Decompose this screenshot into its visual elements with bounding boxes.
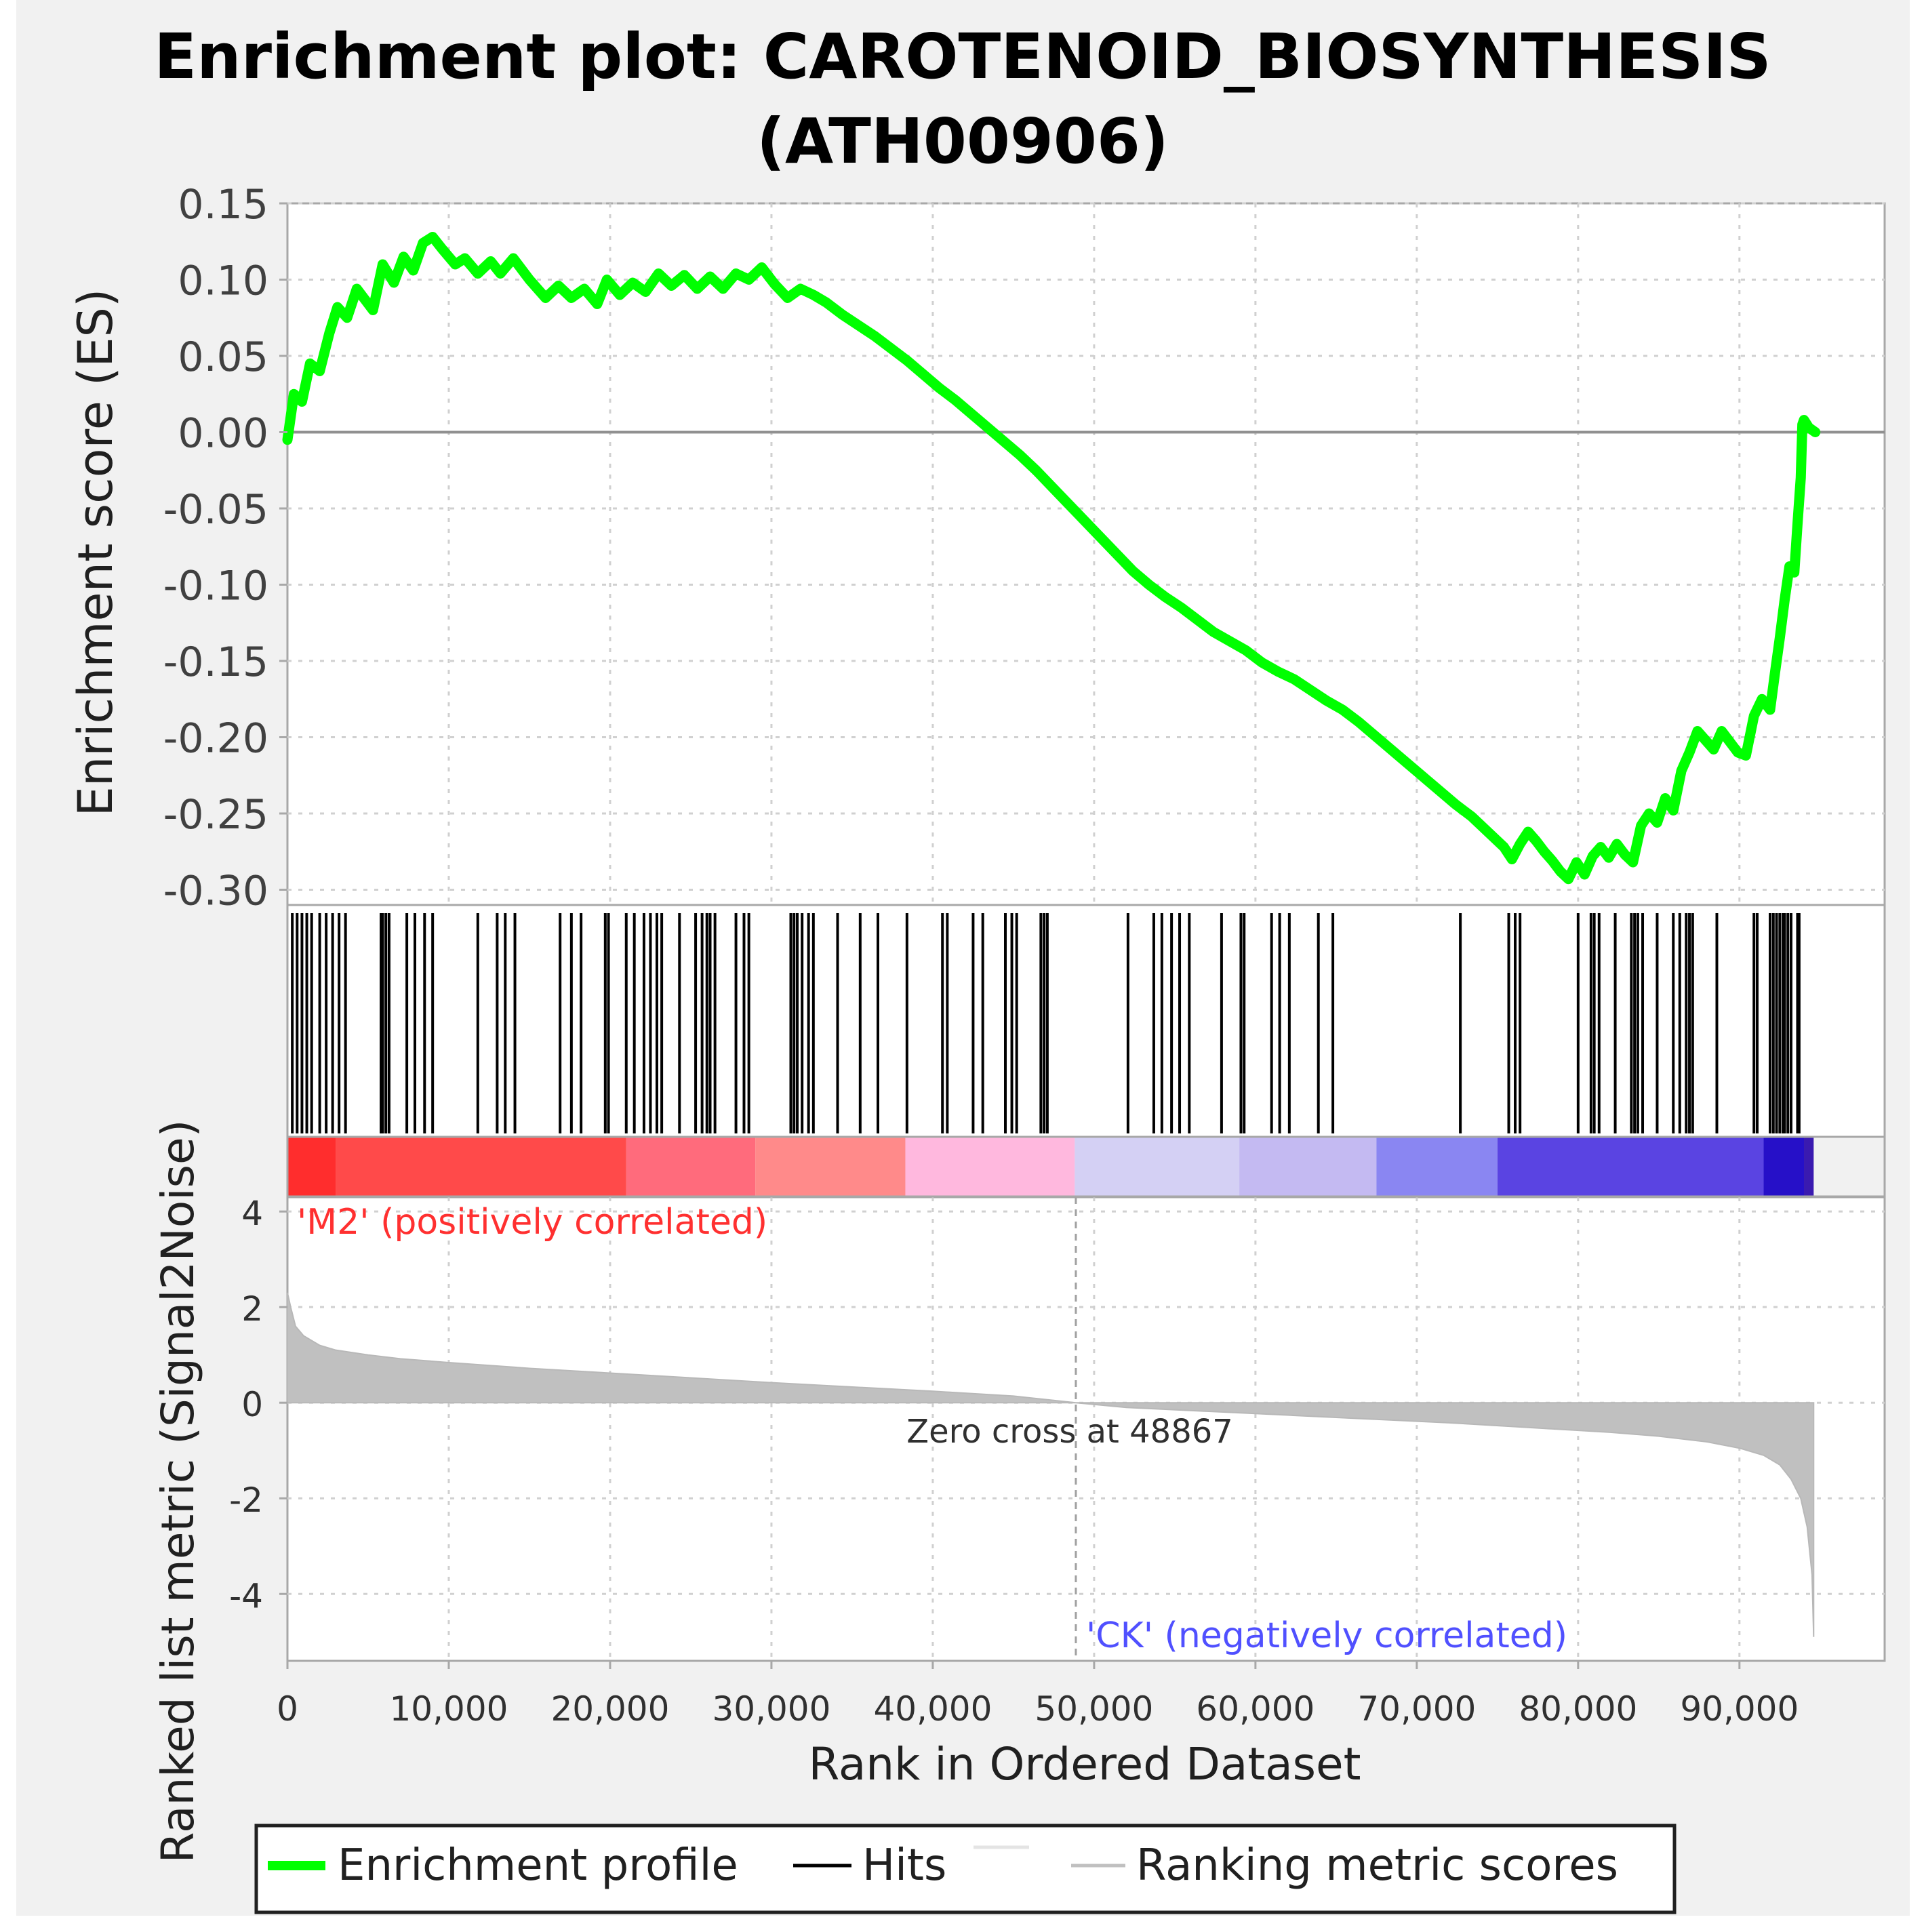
color-bar-segment	[1075, 1137, 1240, 1196]
color-bar-border	[286, 1135, 1886, 1198]
color-bar-segment	[1239, 1137, 1377, 1196]
color-bar-segment	[755, 1137, 906, 1196]
legend-box	[254, 1824, 1677, 1914]
color-bar-segment	[1497, 1137, 1764, 1196]
es-plot-area	[286, 202, 1886, 906]
x-tick-label: 0	[277, 1689, 298, 1729]
legend-hits-label: Hits	[862, 1840, 946, 1891]
es-y-axis-label: Enrichment score (ES)	[68, 289, 123, 817]
es-y-tick-label: -0.10	[163, 563, 268, 610]
metric-y-tick-label: 0	[241, 1385, 263, 1424]
x-tick-label: 10,000	[390, 1689, 508, 1729]
ranking-color-bar	[286, 1135, 1886, 1198]
color-bar-segment	[626, 1137, 756, 1196]
x-tick-label: 90,000	[1680, 1689, 1799, 1729]
es-y-tick-label: -0.20	[163, 715, 268, 763]
metric-y-tick-label: 4	[241, 1194, 263, 1233]
es-y-tick-label: 0.15	[178, 181, 268, 228]
negative-correlation-label: 'CK' (negatively correlated)	[1086, 1615, 1567, 1656]
color-bar-segment	[287, 1137, 336, 1196]
es-y-tick-label: 0.05	[178, 334, 268, 381]
metric-y-tick-label: 2	[241, 1289, 263, 1329]
ranking-metric-area	[287, 1292, 1815, 1637]
color-bar-segment	[1804, 1137, 1814, 1196]
es-y-tick-label: -0.30	[163, 868, 268, 915]
legend-metric-label: Ranking metric scores	[1136, 1840, 1618, 1891]
chart-title-line-1: Enrichment plot: CAROTENOID_BIOSYNTHESIS	[154, 20, 1771, 93]
es-y-tick-label: 0.00	[178, 410, 268, 458]
legend-enrichment-label: Enrichment profile	[338, 1840, 738, 1891]
x-tick-label: 80,000	[1519, 1689, 1637, 1729]
x-tick-label: 70,000	[1357, 1689, 1476, 1729]
color-bar-segment	[905, 1137, 1075, 1196]
x-tick-label: 60,000	[1196, 1689, 1315, 1729]
enrichment-profile-line	[282, 232, 1821, 885]
x-tick-label: 30,000	[712, 1689, 830, 1729]
chart-title-line-2: (ATH00906)	[757, 105, 1169, 178]
metric-y-axis-label: Ranked list metric (Signal2Noise)	[152, 1120, 204, 1864]
positive-correlation-label: 'M2' (positively correlated)	[297, 1202, 767, 1243]
es-y-tick-labels: 0.15 0.10 0.05 0.00 -0.05 -0.10 -0.15 -0.20 -0.2…	[163, 181, 287, 915]
ranking-metric-scores	[287, 1292, 1815, 1637]
metric-y-tick-label: -2	[229, 1481, 263, 1520]
hits-plot-area	[286, 904, 1886, 1138]
legend: Enrichment profile Hits Ranking metric s…	[254, 1824, 1677, 1914]
enrichment-profile-path	[282, 232, 1821, 885]
x-tick-label: 50,000	[1035, 1689, 1153, 1729]
es-grid	[287, 202, 1885, 905]
es-y-tick-label: -0.15	[163, 639, 268, 686]
x-tick-label: 40,000	[873, 1689, 992, 1729]
metric-y-tick-labels: 4 2 0 -2 -4	[229, 1194, 287, 1615]
es-y-tick-label: -0.25	[163, 791, 268, 839]
zero-cross-label: Zero cross at 48867	[906, 1413, 1233, 1451]
x-axis-label: Rank in Ordered Dataset	[808, 1738, 1361, 1790]
x-tick-label: 20,000	[550, 1689, 669, 1729]
x-tick-labels: 0 10,000 20,000 30,000 40,000 50,000 60,000 70,…	[277, 1661, 1799, 1729]
color-bar-segment	[336, 1137, 626, 1196]
es-y-tick-label: 0.10	[178, 258, 268, 305]
es-y-tick-label: -0.05	[163, 486, 268, 534]
hits-lines	[291, 913, 1801, 1133]
color-bar-segment	[1763, 1137, 1805, 1196]
metric-y-tick-label: -4	[229, 1576, 263, 1615]
color-bar-segment	[1376, 1137, 1498, 1196]
